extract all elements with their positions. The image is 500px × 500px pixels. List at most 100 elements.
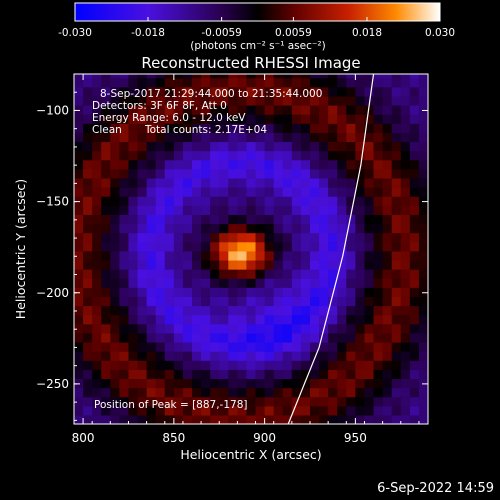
footer-timestamp: 6-Sep-2022 14:59 — [377, 481, 494, 496]
heatmap-cell — [273, 232, 284, 243]
heatmap-cell — [228, 168, 238, 179]
heatmap-cell — [182, 77, 193, 88]
heatmap-cell — [355, 132, 366, 143]
colorbar-tick-label: 0.018 — [352, 27, 382, 39]
heatmap-cell — [391, 414, 402, 424]
heatmap-cell — [364, 259, 375, 270]
heatmap-cell — [246, 387, 257, 398]
heatmap-cell — [219, 314, 229, 325]
heatmap-cell — [391, 114, 402, 124]
colorbar-tick-label: -0.018 — [131, 27, 165, 39]
y-tick-label: −100 — [36, 103, 69, 117]
colorbar-tick-label: 0.030 — [425, 27, 455, 39]
heatmap-cell — [173, 396, 184, 407]
heatmap-cell — [337, 205, 347, 215]
heatmap-cell — [273, 187, 284, 197]
heatmap-cell — [155, 414, 166, 424]
heatmap-cell — [137, 323, 148, 334]
heatmap-cell — [400, 323, 411, 334]
heatmap-cell — [101, 259, 111, 270]
heatmap-cell — [391, 351, 402, 361]
heatmap-cell — [228, 259, 238, 270]
heatmap-cell — [264, 141, 275, 152]
heatmap-cell — [264, 123, 275, 133]
heatmap-cell — [74, 114, 84, 124]
heatmap-cell — [282, 196, 293, 206]
heatmap-cell — [264, 159, 275, 170]
heatmap-cell — [173, 314, 184, 325]
heatmap-cell — [210, 74, 220, 79]
heatmap-cell — [355, 86, 366, 97]
heatmap-cell — [164, 387, 175, 398]
heatmap-cell — [282, 369, 293, 380]
heatmap-cell — [237, 278, 248, 288]
heatmap-cell — [74, 232, 84, 243]
heatmap-cell — [128, 104, 139, 115]
heatmap-cell — [146, 387, 157, 398]
heatmap-cell — [264, 414, 275, 424]
heatmap-cell — [192, 159, 202, 170]
heatmap-cell — [110, 223, 120, 234]
heatmap-cell — [119, 341, 130, 352]
heatmap-cell — [101, 123, 111, 133]
x-tick-label: 950 — [344, 431, 367, 445]
heatmap-cell — [346, 305, 356, 316]
heatmap-cell — [364, 414, 375, 424]
heatmap-cell — [164, 95, 175, 106]
heatmap-cell — [291, 287, 302, 297]
heatmap-cell — [391, 341, 402, 352]
heatmap-cell — [282, 132, 293, 143]
heatmap-cell — [300, 123, 311, 133]
heatmap-cell — [337, 305, 347, 316]
heatmap-cell — [192, 123, 202, 133]
heatmap-cell — [219, 132, 229, 143]
heatmap-cell — [337, 95, 347, 106]
heatmap-cell — [319, 123, 329, 133]
heatmap-cell — [273, 214, 284, 225]
heatmap-cell — [110, 314, 120, 325]
heatmap-cell — [201, 414, 211, 424]
heatmap-cell — [128, 278, 139, 288]
heatmap-cell — [110, 114, 120, 124]
heatmap-cell — [418, 141, 428, 152]
heatmap-cell — [328, 159, 338, 170]
heatmap-cell — [373, 341, 384, 352]
heatmap-cell — [201, 259, 211, 270]
heatmap-cell — [110, 168, 120, 179]
heatmap-cell — [146, 250, 157, 261]
heatmap-cell — [237, 414, 248, 424]
heatmap-cell — [364, 104, 375, 115]
heatmap-cell — [83, 223, 93, 234]
heatmap-cell — [164, 296, 175, 307]
heatmap-cell — [146, 123, 157, 133]
heatmap-cell — [237, 351, 248, 361]
heatmap-cell — [83, 141, 93, 152]
heatmap-cell — [246, 150, 257, 161]
heatmap-cell — [173, 187, 184, 197]
heatmap-cell — [355, 259, 366, 270]
heatmap-cell — [409, 296, 420, 307]
heatmap-cell — [119, 232, 130, 243]
heatmap-cell — [137, 360, 148, 370]
heatmap-cell — [282, 241, 293, 252]
heatmap-cell — [328, 77, 338, 88]
heatmap-cell — [310, 414, 320, 424]
heatmap-cell — [83, 287, 93, 297]
heatmap-cell — [119, 74, 130, 79]
heatmap-cell — [173, 141, 184, 152]
axis-ticks: 800 850 900 950−100−150−200−250 — [36, 73, 428, 445]
heatmap-cell — [92, 278, 102, 288]
heatmap-cell — [409, 287, 420, 297]
heatmap-cell — [355, 341, 366, 352]
heatmap-cell — [119, 86, 130, 97]
heatmap-cell — [146, 104, 157, 115]
heatmap-cell — [310, 150, 320, 161]
heatmap-cell — [192, 351, 202, 361]
heatmap-cell — [74, 269, 84, 279]
heatmap-cell — [291, 214, 302, 225]
heatmap-cell — [364, 232, 375, 243]
heatmap-cell — [246, 351, 257, 361]
heatmap-cell — [355, 314, 366, 325]
heatmap-cell — [101, 296, 111, 307]
heatmap-cell — [373, 196, 384, 206]
